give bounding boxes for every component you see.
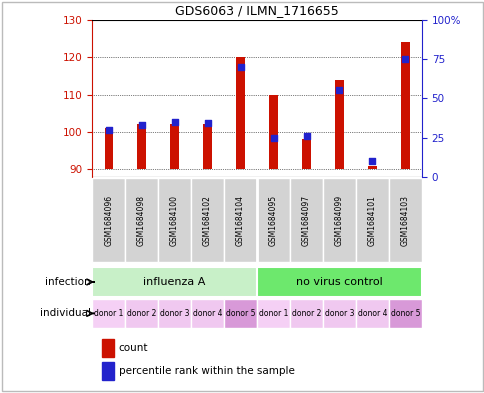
Text: donor 2: donor 2	[291, 309, 320, 318]
Title: GDS6063 / ILMN_1716655: GDS6063 / ILMN_1716655	[175, 4, 338, 17]
Bar	[290, 178, 322, 263]
Point	[269, 134, 277, 141]
Text: donor 4: donor 4	[357, 309, 386, 318]
Bar	[104, 128, 112, 169]
Point	[236, 64, 244, 70]
Text: GSM1684096: GSM1684096	[104, 195, 113, 246]
Bar	[158, 299, 190, 328]
Text: GSM1684102: GSM1684102	[203, 195, 212, 246]
Bar	[125, 299, 157, 328]
Text: donor 3: donor 3	[160, 309, 189, 318]
Point	[335, 87, 343, 94]
Text: influenza A: influenza A	[143, 277, 205, 287]
Bar	[170, 125, 178, 169]
Bar	[323, 178, 355, 263]
Bar	[191, 299, 223, 328]
Bar	[92, 267, 257, 297]
Text: donor 4: donor 4	[193, 309, 222, 318]
Bar	[389, 299, 421, 328]
Text: GSM1684103: GSM1684103	[400, 195, 409, 246]
Bar	[236, 57, 244, 169]
Bar	[257, 299, 289, 328]
Point	[105, 127, 112, 133]
Bar	[302, 140, 310, 169]
Text: donor 3: donor 3	[324, 309, 353, 318]
Text: donor 1: donor 1	[258, 309, 287, 318]
Bar	[92, 299, 124, 328]
Point	[170, 119, 178, 125]
Bar	[323, 299, 355, 328]
Text: count: count	[118, 343, 148, 353]
Text: percentile rank within the sample: percentile rank within the sample	[118, 366, 294, 376]
Bar	[102, 339, 113, 357]
Text: GSM1684101: GSM1684101	[367, 195, 376, 246]
Text: GSM1684097: GSM1684097	[302, 195, 310, 246]
Bar	[203, 125, 211, 169]
Text: donor 2: donor 2	[127, 309, 156, 318]
Bar	[102, 362, 113, 380]
Bar	[224, 299, 256, 328]
Bar	[269, 94, 277, 169]
Point	[302, 133, 310, 139]
Point	[203, 120, 211, 127]
Bar	[137, 125, 145, 169]
Text: no virus control: no virus control	[296, 277, 382, 287]
Bar	[257, 178, 289, 263]
Text: donor 5: donor 5	[226, 309, 255, 318]
Text: individual: individual	[39, 309, 91, 318]
Bar	[356, 178, 388, 263]
Text: infection: infection	[45, 277, 91, 287]
Text: GSM1684099: GSM1684099	[334, 195, 343, 246]
Bar	[400, 42, 408, 169]
Text: donor 1: donor 1	[94, 309, 123, 318]
Text: GSM1684098: GSM1684098	[137, 195, 146, 246]
Bar	[191, 178, 223, 263]
Bar	[290, 299, 322, 328]
Point	[137, 122, 145, 128]
Bar	[92, 178, 124, 263]
Point	[401, 56, 408, 62]
Bar	[367, 165, 376, 169]
Bar	[125, 178, 157, 263]
Bar	[334, 79, 343, 169]
Point	[368, 158, 376, 164]
Bar	[389, 178, 421, 263]
Bar	[224, 178, 256, 263]
Text: GSM1684104: GSM1684104	[236, 195, 244, 246]
Text: donor 5: donor 5	[390, 309, 419, 318]
Text: GSM1684100: GSM1684100	[170, 195, 179, 246]
Text: GSM1684095: GSM1684095	[269, 195, 277, 246]
Bar	[158, 178, 190, 263]
Bar	[257, 267, 421, 297]
Bar	[356, 299, 388, 328]
